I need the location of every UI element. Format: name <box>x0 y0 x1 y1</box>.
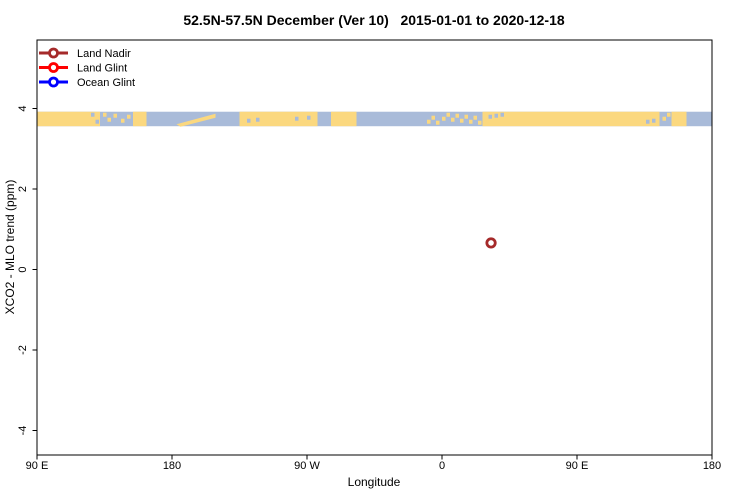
ocean-speck <box>652 118 656 123</box>
ocean-speck <box>646 119 650 124</box>
ocean-speck <box>256 117 260 122</box>
legend-entry: Land Glint <box>39 62 127 75</box>
data-point-marker <box>485 237 497 249</box>
legend-label: Land Nadir <box>77 48 131 60</box>
axes: 90 E 180 90 W 0 90 E 180 -4 -2 0 2 4 <box>17 105 721 472</box>
ocean-speck <box>500 112 504 117</box>
land-speck <box>478 120 482 125</box>
land-speck <box>427 119 431 124</box>
land-speck <box>446 112 450 117</box>
land-segment <box>37 111 100 127</box>
land-speck <box>451 117 455 122</box>
land-speck <box>127 114 131 119</box>
x-axis-label: Longitude <box>348 475 401 489</box>
land-speck <box>113 113 117 118</box>
land-speck <box>107 117 111 122</box>
x-tick-label: 0 <box>439 460 445 472</box>
legend-label: Land Glint <box>77 63 127 75</box>
legend-marker-icon <box>48 76 59 88</box>
y-axis-label: XCO2 - MLO trend (ppm) <box>3 180 17 315</box>
land-speck <box>455 113 459 118</box>
ocean-speck <box>307 115 311 120</box>
coast-streak <box>176 113 216 127</box>
land-speck <box>667 112 671 117</box>
land-speck <box>473 115 477 120</box>
legend-entry: Ocean Glint <box>39 76 135 89</box>
land-segment <box>133 111 147 127</box>
legend-marker-icon <box>48 47 59 59</box>
ocean-speck <box>494 113 498 118</box>
ocean-speck <box>295 116 299 121</box>
land-segment <box>482 111 660 127</box>
ocean-speck <box>247 118 251 123</box>
legend: Land Nadir Land Glint Ocean Glint <box>39 47 135 89</box>
map-band <box>37 111 712 127</box>
ocean-speck <box>488 114 492 119</box>
land-speck <box>121 118 125 123</box>
plot-border <box>36 39 713 456</box>
legend-label: Ocean Glint <box>77 77 135 89</box>
land-speck <box>662 116 666 121</box>
land-speck <box>431 115 435 120</box>
y-tick-label: 4 <box>17 105 29 111</box>
y-tick-label: -2 <box>17 345 29 355</box>
land-speck <box>436 120 440 125</box>
x-tick-label: 90 E <box>566 460 589 472</box>
x-tick-label: 180 <box>163 460 181 472</box>
land-speck <box>469 119 473 124</box>
y-tick-label: 0 <box>17 266 29 272</box>
land-speck <box>460 118 464 123</box>
legend-entry: Land Nadir <box>39 47 131 60</box>
land-speck <box>464 114 468 119</box>
land-speck <box>442 116 446 121</box>
legend-marker-icon <box>48 62 59 73</box>
y-tick-label: -4 <box>17 426 29 436</box>
land-segment <box>239 111 318 127</box>
data-points <box>485 237 497 249</box>
ocean-speck <box>91 112 95 117</box>
chart-title: 52.5N-57.5N December (Ver 10) 2015-01-01… <box>183 12 565 28</box>
land-segment <box>671 111 687 127</box>
ocean-speck <box>95 119 99 124</box>
x-tick-label: 180 <box>703 460 721 472</box>
x-tick-label: 90 E <box>26 460 49 472</box>
land-speck <box>103 112 107 117</box>
x-tick-label: 90 W <box>294 460 320 472</box>
y-tick-label: 2 <box>17 186 29 192</box>
land-segment <box>331 111 357 127</box>
